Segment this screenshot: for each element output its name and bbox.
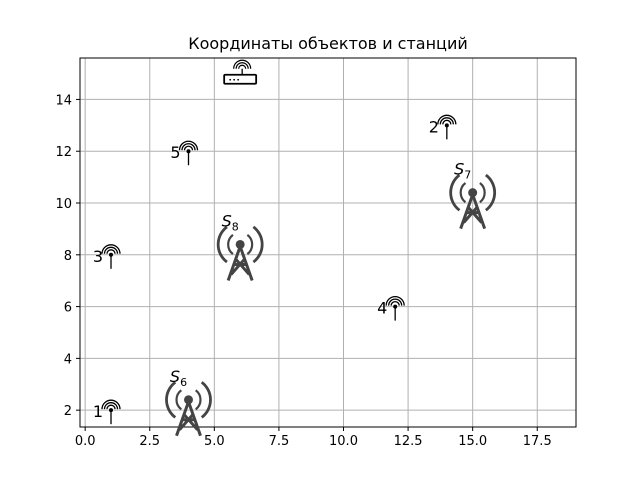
object-antenna-icon: [385, 295, 405, 321]
antenna-tip: [393, 304, 398, 309]
signal-arc: [101, 399, 121, 410]
signal-wave-left: [449, 173, 461, 212]
signal-arc: [385, 295, 405, 306]
signal-arc: [178, 140, 199, 151]
station-tower-icon: [165, 381, 212, 437]
signal-wave-left: [227, 233, 234, 255]
y-tick-label: 8: [64, 249, 72, 264]
station-label-subscript: 7: [464, 169, 471, 182]
signal-arc: [183, 145, 194, 151]
signal-arc: [439, 117, 454, 125]
x-tick-label: 2.5: [139, 434, 160, 449]
object-antenna-icon: [437, 114, 457, 140]
antenna-tip: [444, 123, 449, 128]
tower-top: [235, 239, 245, 249]
x-tick-label: 15.0: [458, 434, 487, 449]
signal-wave-right: [484, 173, 496, 212]
antenna-tip: [109, 408, 113, 413]
signal-arc: [106, 249, 116, 254]
y-tick-label: 14: [55, 93, 72, 108]
router-body: [223, 73, 258, 85]
router-led: [233, 78, 236, 81]
station-tower-icon: [449, 173, 496, 230]
station-label: S6: [170, 367, 187, 389]
signal-arc: [437, 114, 457, 125]
antenna-tip: [109, 252, 113, 257]
signal-wave-right: [246, 233, 254, 255]
x-tick-label: 12.5: [394, 434, 423, 449]
signal-arc: [103, 246, 119, 254]
tower-frame: [459, 194, 487, 230]
signal-arc: [181, 143, 196, 151]
signal-arc: [390, 300, 400, 306]
signal-wave-right: [479, 182, 486, 204]
antenna-tip: [186, 149, 191, 154]
y-tick-label: 10: [55, 197, 72, 212]
y-tick-label: 6: [64, 301, 72, 316]
station-label-subscript: 8: [232, 220, 239, 233]
y-tick-label: 4: [64, 352, 72, 367]
signal-wave-left: [216, 225, 228, 264]
signal-arc: [103, 402, 119, 410]
router-signal-arc: [235, 62, 249, 69]
tower-top: [468, 188, 478, 198]
station-label: S7: [454, 160, 471, 182]
y-tick-label: 12: [55, 145, 72, 160]
object-label: 5: [170, 143, 180, 162]
x-tick-label: 17.5: [523, 434, 552, 449]
signal-wave-right: [252, 225, 264, 264]
router-signal-arc: [233, 59, 252, 69]
station-label-subscript: 6: [180, 376, 187, 389]
router-led: [229, 78, 232, 81]
x-tick-label: 5.0: [204, 434, 225, 449]
x-tick-label: 10.0: [329, 434, 358, 449]
object-antenna-icon: [178, 140, 199, 166]
plot-frame: [79, 57, 577, 428]
chart-title: Координаты объектов и станций: [188, 34, 468, 53]
signal-arc: [106, 404, 116, 410]
x-tick-label: 7.5: [269, 434, 290, 449]
marks: 1 2 3 4 5 S6 S7 S8: [93, 59, 496, 437]
tower-frame: [175, 401, 202, 437]
station-tower-icon: [216, 225, 264, 281]
signal-wave-left: [175, 389, 183, 411]
signal-arc: [101, 244, 121, 254]
router-signal-arc: [238, 64, 247, 69]
router-led: [237, 78, 240, 81]
object-label: 4: [377, 299, 387, 318]
object-label: 3: [93, 247, 103, 266]
tower-top: [184, 395, 193, 405]
object-label: 2: [429, 117, 439, 136]
tower-frame: [226, 245, 254, 281]
station-label: S8: [222, 211, 239, 233]
grid: [80, 58, 576, 427]
object-label: 1: [93, 402, 103, 421]
object-antenna-icon: [101, 399, 121, 425]
y-tick-label: 2: [64, 404, 72, 419]
signal-arc: [442, 119, 452, 125]
router-icon: [223, 59, 258, 85]
signal-wave-left: [165, 381, 177, 419]
x-tick-label: 0.0: [75, 434, 96, 449]
object-antenna-icon: [101, 244, 121, 269]
signal-wave-left: [459, 182, 467, 204]
signal-arc: [388, 298, 403, 306]
signal-wave-right: [194, 389, 202, 411]
signal-wave-right: [200, 381, 212, 419]
